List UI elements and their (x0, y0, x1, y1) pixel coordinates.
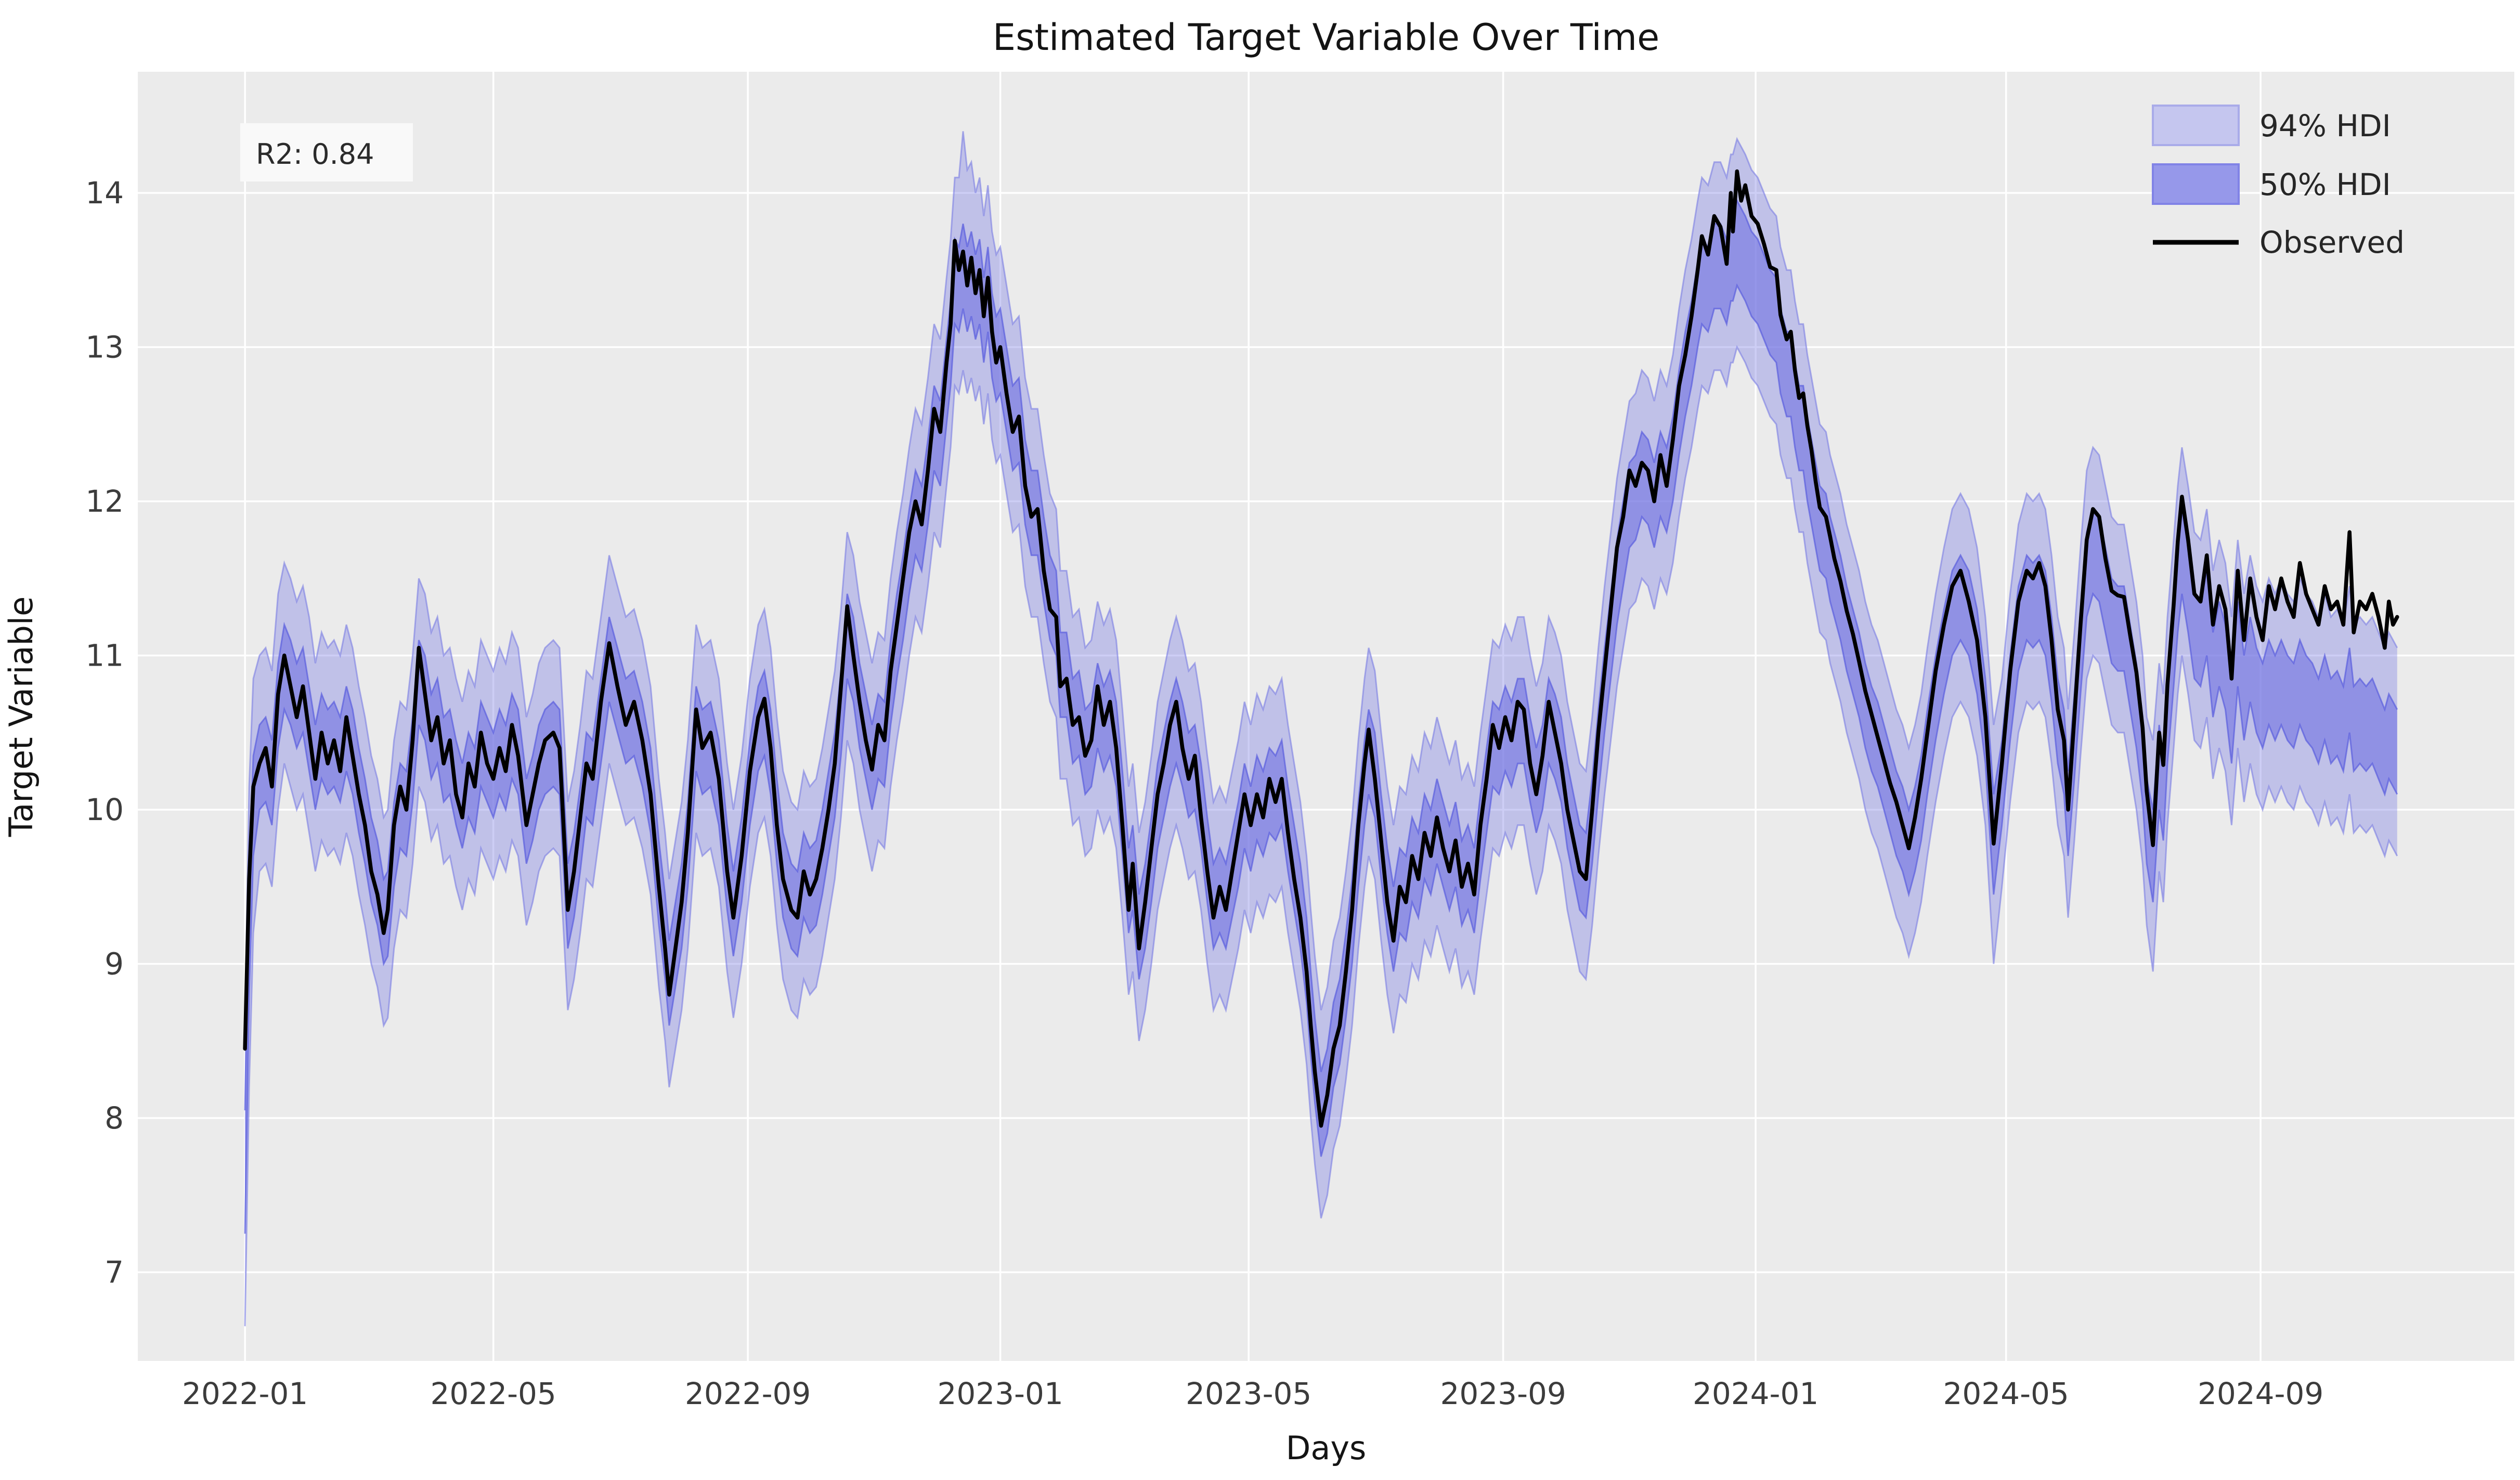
r2-annotation-text: R2: 0.84 (256, 138, 374, 171)
legend-94hdi-swatch (2152, 105, 2240, 146)
observed-line-group (243, 169, 2399, 1128)
plot-area (138, 72, 2514, 1361)
page-title: Estimated Target Variable Over Time (993, 16, 1659, 59)
legend-94hdi-label: 94% HDI (2259, 108, 2391, 144)
observed-line (243, 169, 2399, 1128)
x-tick-label: 2024-01 (1693, 1376, 1818, 1411)
x-tick-label: 2022-01 (182, 1376, 308, 1411)
hdi94-band-upper-edge (244, 131, 2398, 1026)
legend-observed-label: Observed (2259, 225, 2405, 260)
y-tick-label: 14 (85, 175, 124, 211)
x-tick-labels: 2022-01 2022-05 2022-09 2023-01 2023-05 2023-… (182, 1376, 2323, 1411)
x-tick-label: 2022-09 (685, 1376, 811, 1411)
hdi-bands (244, 131, 2398, 1327)
r2-annotation: R2: 0.84 (240, 123, 413, 181)
legend-50hdi-label: 50% HDI (2259, 167, 2391, 202)
legend-50hdi-swatch (2152, 163, 2240, 205)
hdi50-band-upper-edge (244, 198, 2398, 1111)
x-tick-label: 2024-09 (2198, 1376, 2323, 1411)
hdi50-band-lower-edge (244, 283, 2398, 1234)
y-axis-label: Target Variable (2, 596, 40, 838)
x-tick-label: 2023-05 (1186, 1376, 1311, 1411)
x-tick-label: 2023-01 (937, 1376, 1063, 1411)
y-tick-label: 8 (105, 1100, 124, 1136)
y-tick-label: 7 (105, 1255, 124, 1290)
legend: 94% HDI 50% HDI Observed (2152, 105, 2405, 260)
r2-annotation-box (240, 123, 413, 181)
y-tick-labels: 7 8 9 10 11 12 13 14 (85, 175, 124, 1290)
x-axis-label: Days (1286, 1429, 1367, 1467)
hdi94-band-lower-edge (244, 345, 2398, 1327)
x-tick-label: 2022-05 (430, 1376, 556, 1411)
y-tick-label: 9 (105, 946, 124, 982)
y-tick-label: 12 (85, 484, 124, 519)
x-tick-label: 2024-05 (1943, 1376, 2069, 1411)
y-tick-label: 13 (85, 330, 124, 365)
y-tick-label: 11 (85, 638, 124, 673)
y-tick-label: 10 (85, 792, 124, 827)
x-tick-label: 2023-09 (1440, 1376, 1566, 1411)
